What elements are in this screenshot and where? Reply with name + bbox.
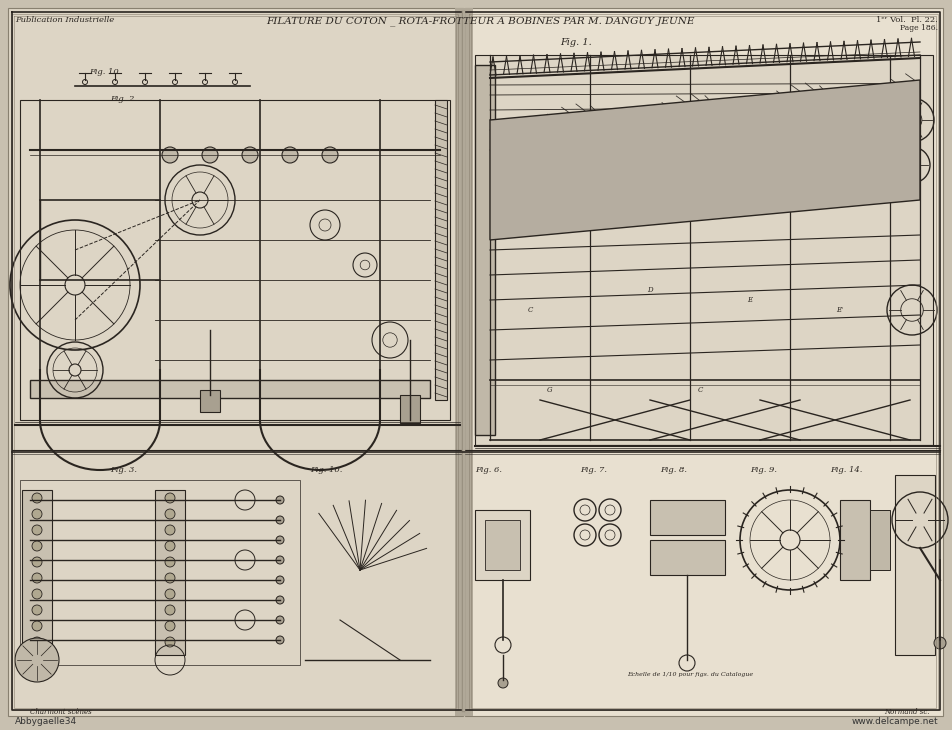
Circle shape bbox=[26, 496, 34, 504]
Text: E: E bbox=[746, 296, 752, 304]
Bar bbox=[200, 390, 220, 412]
FancyBboxPatch shape bbox=[465, 8, 942, 716]
Circle shape bbox=[276, 596, 284, 604]
Circle shape bbox=[32, 589, 42, 599]
Circle shape bbox=[276, 636, 284, 644]
Circle shape bbox=[165, 589, 175, 599]
FancyBboxPatch shape bbox=[8, 8, 463, 716]
Circle shape bbox=[202, 147, 218, 163]
Circle shape bbox=[26, 576, 34, 584]
Circle shape bbox=[276, 616, 284, 624]
Text: Fig. 10.: Fig. 10. bbox=[309, 466, 342, 474]
Text: www.delcampe.net: www.delcampe.net bbox=[850, 717, 937, 726]
Circle shape bbox=[32, 637, 42, 647]
Text: D: D bbox=[646, 286, 652, 294]
Circle shape bbox=[32, 621, 42, 631]
Circle shape bbox=[162, 147, 178, 163]
Bar bbox=[485, 520, 520, 570]
Text: Fig. 7.: Fig. 7. bbox=[580, 466, 606, 474]
Circle shape bbox=[276, 516, 284, 524]
Circle shape bbox=[276, 496, 284, 504]
Bar bbox=[30, 380, 429, 398]
Text: Normand sc.: Normand sc. bbox=[883, 708, 929, 716]
Circle shape bbox=[26, 636, 34, 644]
Text: Page 186.: Page 186. bbox=[899, 24, 937, 32]
Bar bbox=[474, 65, 494, 435]
Circle shape bbox=[933, 637, 945, 649]
Text: Fig. 1.: Fig. 1. bbox=[560, 38, 591, 47]
Text: Fig. 14.: Fig. 14. bbox=[829, 466, 862, 474]
Circle shape bbox=[26, 516, 34, 524]
Circle shape bbox=[165, 637, 175, 647]
Circle shape bbox=[276, 536, 284, 544]
Circle shape bbox=[26, 596, 34, 604]
Text: Fig. 9.: Fig. 9. bbox=[749, 466, 776, 474]
Bar bbox=[649, 500, 724, 535]
Circle shape bbox=[26, 556, 34, 564]
Circle shape bbox=[32, 605, 42, 615]
Circle shape bbox=[276, 576, 284, 584]
Circle shape bbox=[165, 573, 175, 583]
Text: Fig. 8.: Fig. 8. bbox=[660, 466, 686, 474]
Circle shape bbox=[165, 621, 175, 631]
Text: Charmont scènes: Charmont scènes bbox=[30, 708, 91, 716]
Circle shape bbox=[32, 509, 42, 519]
Text: Fig. 6.: Fig. 6. bbox=[474, 466, 502, 474]
Bar bbox=[20, 480, 300, 665]
Text: 1ᵉʳ Vol.  Pl. 22.: 1ᵉʳ Vol. Pl. 22. bbox=[875, 16, 937, 24]
Bar bbox=[22, 490, 52, 650]
Bar bbox=[649, 540, 724, 575]
Circle shape bbox=[242, 147, 258, 163]
Circle shape bbox=[26, 536, 34, 544]
Circle shape bbox=[165, 525, 175, 535]
Text: FILATURE DU COTON _ ROTA-FROTTEUR A BOBINES PAR M. DANGUY JEUNE: FILATURE DU COTON _ ROTA-FROTTEUR A BOBI… bbox=[266, 16, 693, 26]
Text: Publication Industrielle: Publication Industrielle bbox=[15, 16, 114, 24]
Bar bbox=[474, 510, 529, 580]
Bar bbox=[474, 55, 932, 445]
Circle shape bbox=[165, 493, 175, 503]
Bar bbox=[434, 100, 446, 400]
Circle shape bbox=[322, 147, 338, 163]
Text: Echelle de 1/10 pour figs. du Catalogue: Echelle de 1/10 pour figs. du Catalogue bbox=[626, 672, 752, 677]
Bar bbox=[400, 395, 420, 423]
Bar bbox=[869, 510, 889, 570]
Circle shape bbox=[32, 525, 42, 535]
Bar bbox=[839, 500, 869, 580]
Circle shape bbox=[165, 541, 175, 551]
Circle shape bbox=[32, 493, 42, 503]
Text: G: G bbox=[546, 386, 552, 394]
Polygon shape bbox=[489, 80, 919, 240]
Bar bbox=[155, 490, 185, 655]
Circle shape bbox=[32, 573, 42, 583]
Circle shape bbox=[15, 638, 59, 682]
Text: Fig. 10.: Fig. 10. bbox=[89, 68, 121, 76]
Text: Abbygaelle34: Abbygaelle34 bbox=[15, 717, 77, 726]
Circle shape bbox=[498, 678, 507, 688]
Circle shape bbox=[165, 509, 175, 519]
Circle shape bbox=[282, 147, 298, 163]
Circle shape bbox=[276, 556, 284, 564]
Text: C: C bbox=[697, 386, 702, 394]
Text: Fig. 3.: Fig. 3. bbox=[109, 466, 137, 474]
Circle shape bbox=[26, 616, 34, 624]
Text: Fig. 2.: Fig. 2. bbox=[109, 95, 137, 103]
Bar bbox=[894, 475, 934, 655]
Circle shape bbox=[165, 557, 175, 567]
FancyBboxPatch shape bbox=[454, 8, 472, 716]
Circle shape bbox=[32, 541, 42, 551]
Text: E': E' bbox=[836, 306, 843, 314]
Bar bbox=[20, 100, 449, 420]
Circle shape bbox=[32, 557, 42, 567]
Circle shape bbox=[165, 605, 175, 615]
Text: C: C bbox=[526, 306, 532, 314]
